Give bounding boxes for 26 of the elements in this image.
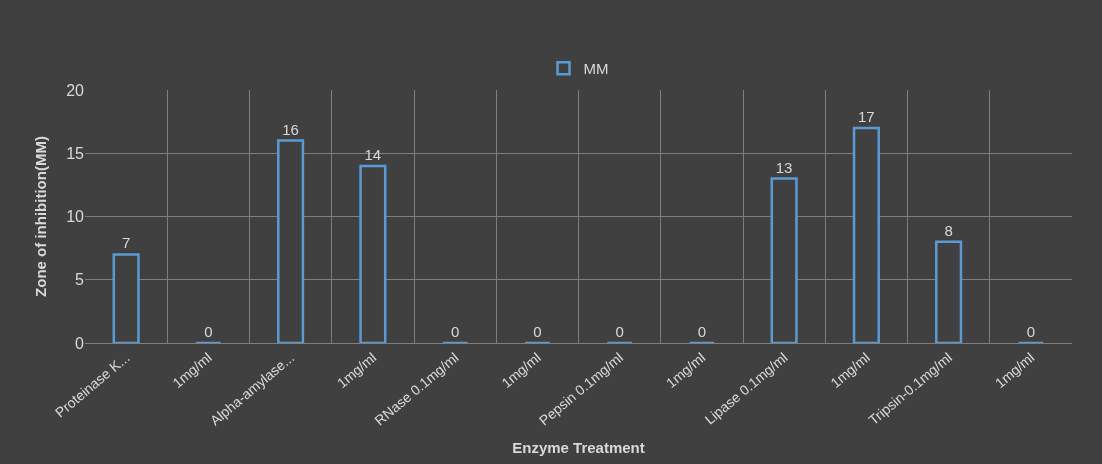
bar	[852, 126, 880, 343]
data-label: 16	[282, 120, 299, 138]
legend-label: MM	[583, 60, 609, 78]
y-tick-label: 0	[75, 334, 85, 352]
data-label: 0	[697, 323, 707, 340]
data-label: 0	[1026, 323, 1036, 340]
y-tick-label: 20	[66, 81, 85, 99]
data-label: 13	[775, 158, 793, 176]
data-label: 17	[858, 107, 875, 125]
data-label: 0	[450, 323, 460, 340]
y-axis-title: Zone of inhibition(MM)	[32, 136, 50, 297]
data-label: 14	[364, 145, 382, 163]
data-label: 0	[533, 323, 542, 340]
bar	[112, 253, 140, 343]
data-label: 7	[121, 234, 131, 252]
bar	[770, 177, 798, 343]
bar	[935, 240, 963, 343]
y-tick-label: 15	[66, 144, 85, 162]
data-label: 8	[944, 221, 953, 239]
bar	[359, 164, 387, 343]
y-tick-label: 5	[75, 271, 85, 289]
data-label: 0	[204, 323, 213, 340]
bar	[277, 139, 305, 343]
x-axis-title: Enzyme Treatment	[512, 439, 645, 457]
data-label: 0	[615, 323, 624, 340]
y-tick-label: 10	[66, 208, 85, 226]
